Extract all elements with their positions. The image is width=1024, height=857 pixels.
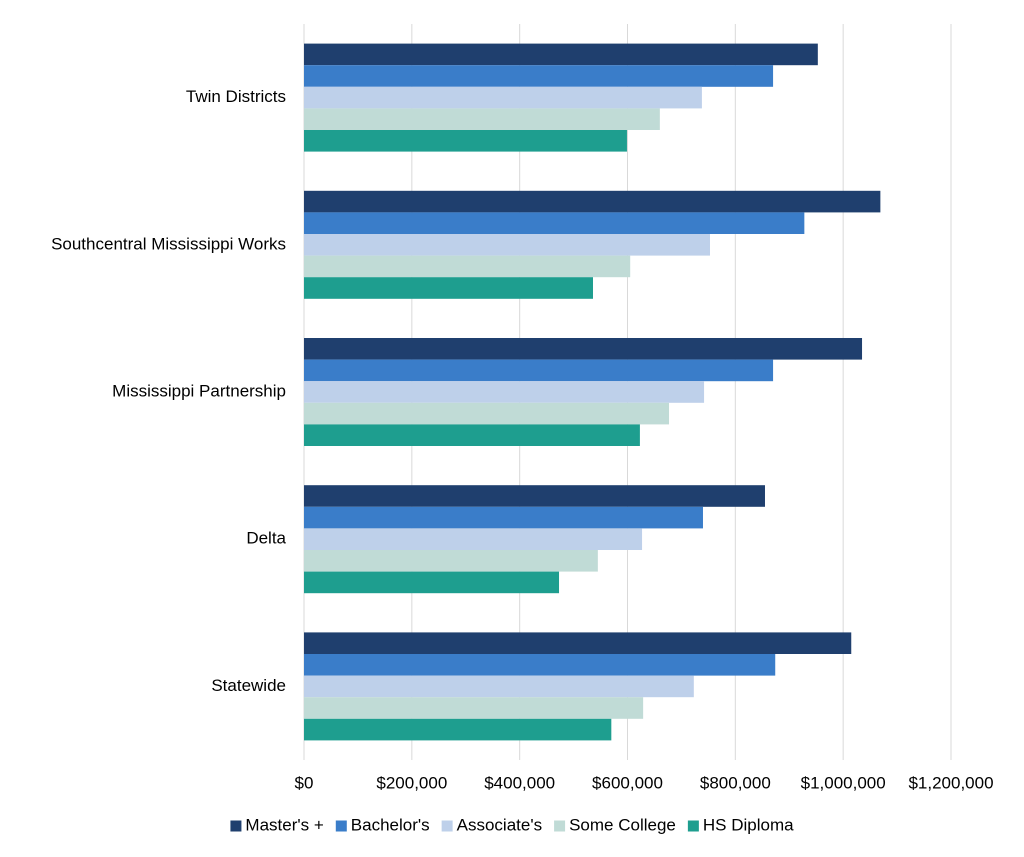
x-tick-label: $200,000: [376, 773, 447, 792]
bar: [304, 697, 644, 719]
bar: [304, 86, 702, 109]
x-tick-label: $1,000,000: [801, 773, 886, 792]
legend-label: Some College: [569, 815, 676, 834]
legend-swatch: [687, 820, 699, 832]
bar: [304, 571, 560, 594]
legend-swatch: [554, 820, 566, 832]
x-tick-label: $1,200,000: [908, 773, 993, 792]
legend-swatch: [335, 820, 347, 832]
bar: [304, 654, 776, 676]
y-tick-label: Delta: [246, 529, 286, 548]
bar: [304, 255, 631, 278]
y-tick-label: Twin Districts: [186, 87, 286, 106]
bar: [304, 234, 710, 256]
legend-label: HS Diploma: [703, 815, 794, 834]
bar: [304, 277, 593, 299]
legend-label: Master's +: [245, 815, 323, 834]
x-tick-label: $0: [295, 773, 314, 792]
bar: [304, 550, 598, 572]
legend-label: Associate's: [457, 815, 542, 834]
bar: [304, 528, 643, 550]
bar: [304, 65, 774, 87]
bar: [304, 718, 612, 741]
y-tick-label: Statewide: [211, 676, 286, 695]
bar: [304, 130, 627, 152]
bar: [304, 190, 881, 213]
bar: [304, 108, 660, 130]
bar: [304, 506, 703, 529]
x-tick-label: $800,000: [700, 773, 771, 792]
bar: [304, 424, 640, 446]
bar: [304, 43, 818, 66]
bar: [304, 359, 774, 382]
bar: [304, 485, 765, 507]
legend-label: Bachelor's: [351, 815, 430, 834]
bar: [304, 675, 694, 698]
bar: [304, 632, 852, 654]
bar: [304, 212, 805, 234]
legend-swatch: [230, 820, 242, 832]
y-tick-label: Southcentral Mississippi Works: [51, 234, 286, 253]
x-tick-label: $600,000: [592, 773, 663, 792]
bar: [304, 381, 705, 403]
bar: [304, 338, 863, 360]
bar: [304, 402, 670, 425]
legend-swatch: [441, 820, 453, 832]
x-tick-label: $400,000: [484, 773, 555, 792]
y-tick-label: Mississippi Partnership: [112, 381, 286, 400]
